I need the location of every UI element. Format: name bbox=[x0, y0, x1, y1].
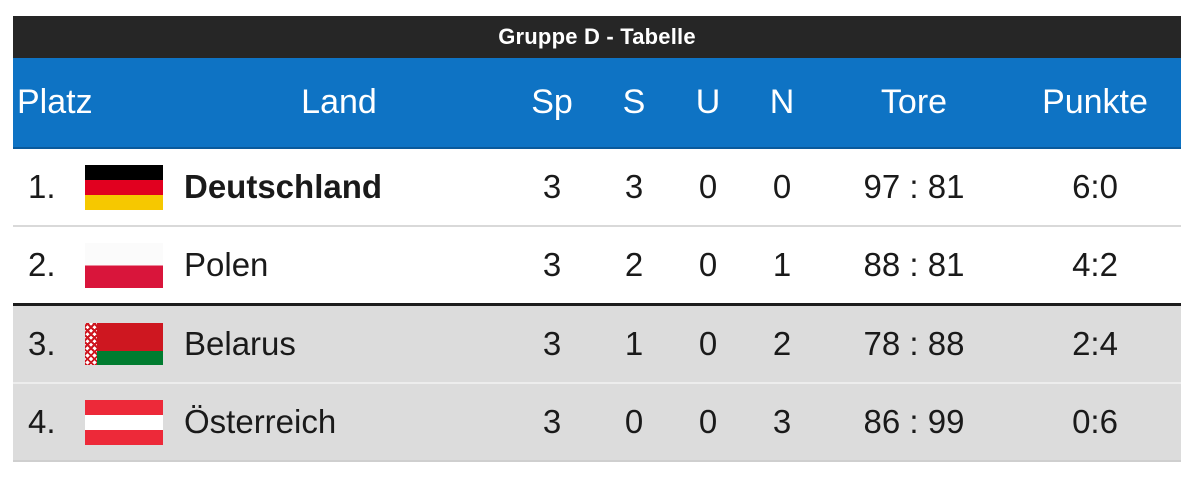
goals-cell: 88 : 81 bbox=[863, 246, 965, 283]
draws-cell: 0 bbox=[698, 168, 718, 205]
points-cell: 6:0 bbox=[1072, 168, 1118, 205]
country-name: Polen bbox=[184, 246, 269, 283]
rank-cell: 3. bbox=[28, 325, 56, 362]
country-name: Deutschland bbox=[184, 168, 383, 205]
losses-cell: 1 bbox=[772, 246, 792, 283]
wins-cell: 3 bbox=[624, 168, 644, 205]
rank-cell: 4. bbox=[28, 403, 56, 440]
table-row: 2. Polen 3 2 0 1 88 : 81 4:2 bbox=[13, 227, 1181, 303]
rank-cell: 2. bbox=[28, 246, 56, 283]
table-row: 4. Österreich 3 0 0 3 86 : 99 0:6 bbox=[13, 384, 1181, 460]
table-row: 1. Deutschland 3 3 0 0 97 : 81 6:0 bbox=[13, 149, 1181, 225]
country-name: Belarus bbox=[184, 325, 296, 362]
column-header-n: N bbox=[769, 83, 795, 121]
row-separator bbox=[13, 382, 1181, 384]
draws-cell: 0 bbox=[698, 246, 718, 283]
column-header-platz: Platz bbox=[17, 83, 93, 121]
group-standings-table: Gruppe D - Tabelle Platz Land Sp S U N T… bbox=[13, 16, 1181, 462]
poland-flag-icon bbox=[85, 242, 163, 288]
wins-cell: 1 bbox=[624, 325, 644, 362]
column-header-s: S bbox=[622, 83, 646, 121]
germany-flag-icon bbox=[85, 164, 163, 210]
goals-cell: 86 : 99 bbox=[863, 403, 965, 440]
qualification-divider bbox=[13, 303, 1181, 306]
column-header-land: Land bbox=[301, 83, 377, 121]
games-played-cell: 3 bbox=[542, 403, 562, 440]
losses-cell: 0 bbox=[772, 168, 792, 205]
table-title-bar: Gruppe D - Tabelle bbox=[13, 16, 1181, 58]
losses-cell: 2 bbox=[772, 325, 792, 362]
column-header-sp: Sp bbox=[531, 83, 573, 121]
losses-cell: 3 bbox=[772, 403, 792, 440]
table-title: Gruppe D - Tabelle bbox=[498, 24, 696, 49]
flag-cell bbox=[85, 164, 171, 210]
table-bottom-edge bbox=[13, 460, 1181, 462]
wins-cell: 2 bbox=[624, 246, 644, 283]
austria-flag-icon bbox=[85, 399, 163, 445]
column-header-punkte: Punkte bbox=[1042, 83, 1148, 121]
goals-cell: 97 : 81 bbox=[863, 168, 965, 205]
country-name: Österreich bbox=[184, 403, 337, 440]
points-cell: 0:6 bbox=[1072, 403, 1118, 440]
draws-cell: 0 bbox=[698, 325, 718, 362]
points-cell: 4:2 bbox=[1072, 246, 1118, 283]
table-header-row: Platz Land Sp S U N Tore Punkte bbox=[13, 58, 1181, 149]
wins-cell: 0 bbox=[624, 403, 644, 440]
points-cell: 2:4 bbox=[1072, 325, 1118, 362]
rank-cell: 1. bbox=[28, 168, 56, 205]
flag-cell bbox=[85, 323, 171, 365]
table-row: 3. Belarus 3 1 0 2 78 : 88 2:4 bbox=[13, 306, 1181, 382]
games-played-cell: 3 bbox=[542, 246, 562, 283]
flag-cell bbox=[85, 242, 171, 288]
draws-cell: 0 bbox=[698, 403, 718, 440]
goals-cell: 78 : 88 bbox=[863, 325, 965, 362]
column-header-tore: Tore bbox=[880, 83, 948, 121]
row-separator bbox=[13, 225, 1181, 227]
column-header-u: U bbox=[695, 83, 721, 121]
games-played-cell: 3 bbox=[542, 325, 562, 362]
flag-cell bbox=[85, 399, 171, 445]
games-played-cell: 3 bbox=[542, 168, 562, 205]
belarus-flag-icon bbox=[85, 323, 163, 365]
